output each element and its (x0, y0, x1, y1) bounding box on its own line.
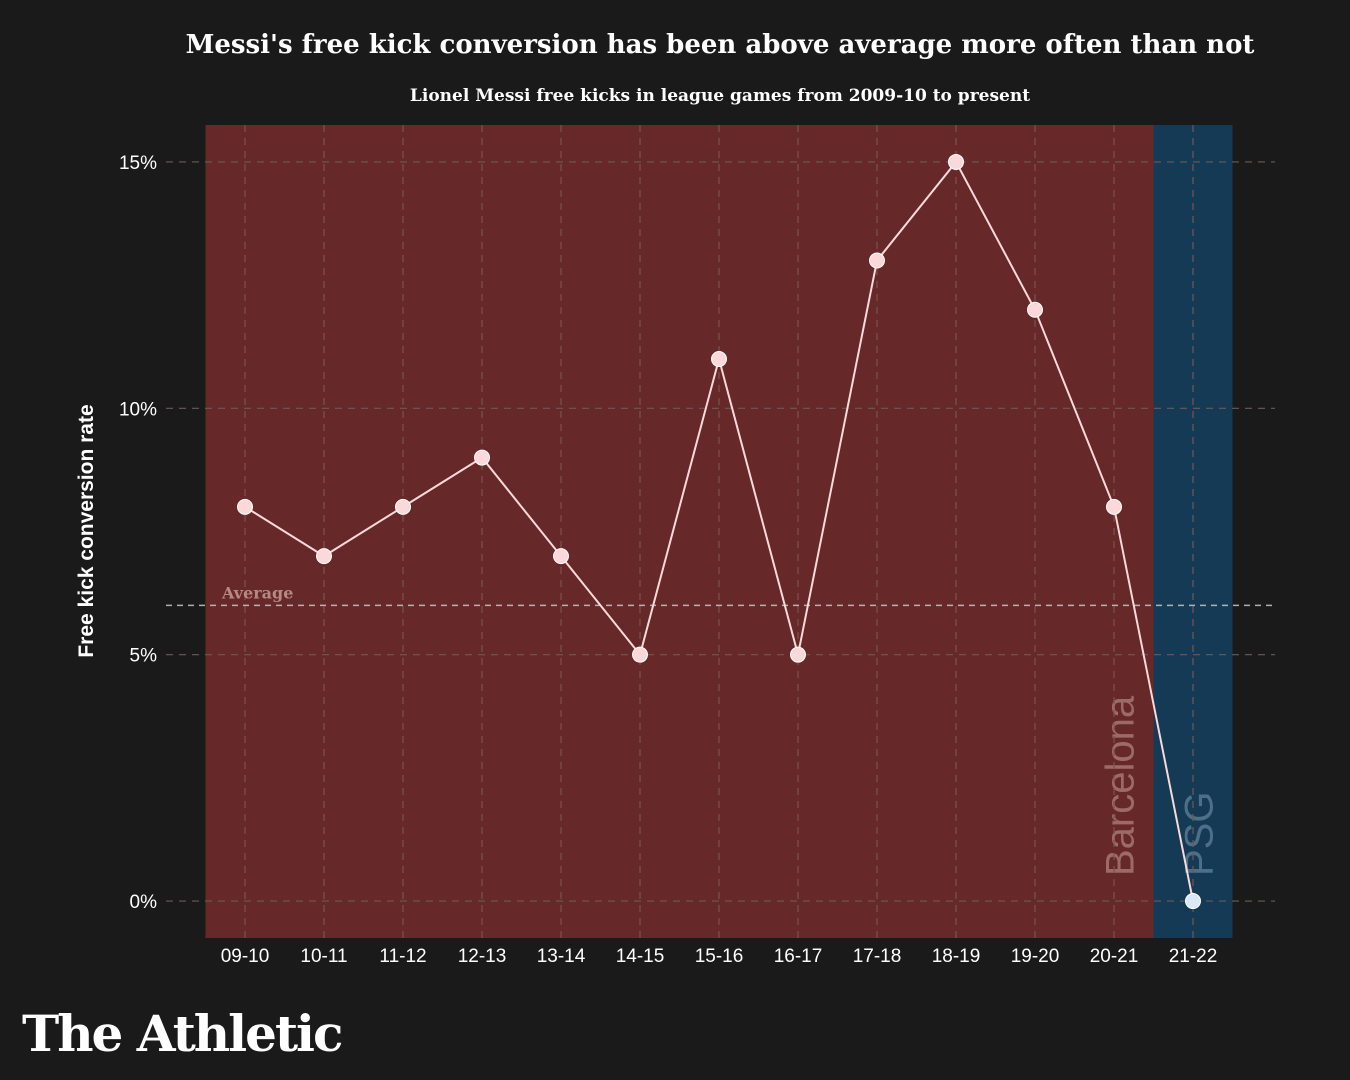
data-point-20-21 (1106, 498, 1122, 515)
chart-title: Messi's free kick conversion has been ab… (185, 30, 1255, 60)
x-tick-label: 18-19 (932, 946, 981, 967)
data-point-16-17 (790, 646, 806, 663)
y-axis-ticks: 0% 5% 10% 15% (119, 153, 157, 913)
brand-logo: The Athletic (22, 1004, 343, 1063)
x-tick-label: 11-12 (379, 946, 426, 967)
data-point-15-16 (711, 351, 727, 368)
data-point-19-20 (1027, 301, 1043, 318)
chart-subtitle: Lionel Messi free kicks in league games … (409, 86, 1031, 106)
data-points (237, 153, 1201, 910)
region-label-psg: PSG (1178, 792, 1222, 876)
data-point-17-18 (869, 252, 885, 269)
x-tick-label: 16-17 (774, 946, 823, 967)
y-tick-label: 10% (119, 399, 157, 420)
data-point-18-19 (948, 153, 964, 170)
region-label-barcelona: Barcelona (1099, 695, 1143, 876)
x-tick-label: 12-13 (458, 946, 507, 967)
data-point-14-15 (632, 646, 648, 663)
region-barcelona (205, 125, 1154, 938)
grid (166, 125, 1275, 938)
data-point-13-14 (553, 548, 569, 565)
data-point-09-10 (237, 498, 253, 515)
x-tick-label: 19-20 (1011, 946, 1060, 967)
data-point-10-11 (316, 548, 332, 565)
x-tick-label: 20-21 (1090, 946, 1139, 967)
x-tick-label: 13-14 (537, 946, 586, 967)
data-point-12-13 (474, 449, 490, 466)
x-tick-label: 14-15 (616, 946, 665, 967)
average-reference: Average (166, 583, 1275, 607)
x-axis-ticks: 09-10 10-11 11-12 12-13 13-14 14-15 15-16 16-17… (221, 946, 1218, 967)
y-tick-label: 5% (130, 646, 158, 667)
y-axis-label: Free kick conversion rate (75, 404, 98, 657)
y-tick-label: 0% (130, 892, 158, 913)
x-tick-label: 17-18 (853, 946, 902, 967)
x-tick-label: 21-22 (1169, 946, 1218, 967)
y-tick-label: 15% (119, 153, 157, 174)
x-tick-label: 10-11 (300, 946, 347, 967)
x-tick-label: 15-16 (695, 946, 744, 967)
average-label: Average (221, 583, 293, 602)
line-chart: Barcelona PSG Average 0% 5% 10% 15% 09-10 10-… (75, 125, 1275, 967)
data-point-11-12 (395, 498, 411, 515)
x-tick-label: 09-10 (221, 946, 270, 967)
data-point-21-22 (1185, 893, 1201, 910)
